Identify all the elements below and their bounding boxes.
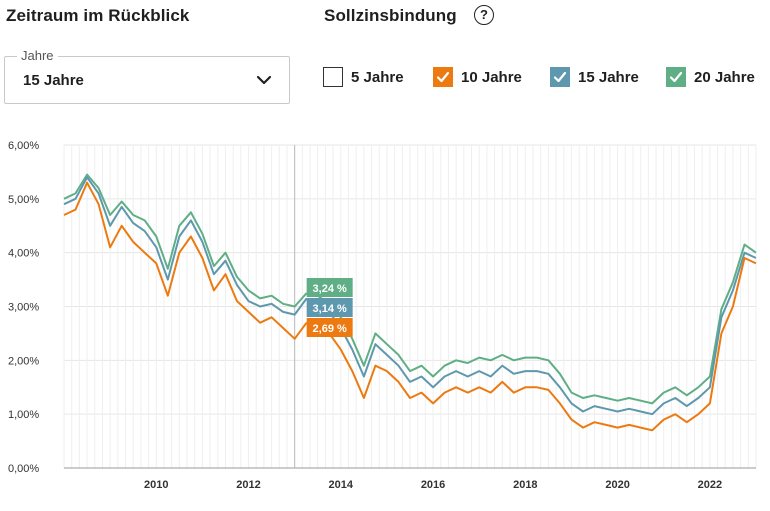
- hover-value-badge: [306, 278, 353, 297]
- checkbox-box[interactable]: [323, 67, 343, 87]
- y-tick-label: 5,00%: [8, 194, 39, 206]
- x-tick-label: 2020: [605, 479, 629, 491]
- x-tick-label: 2012: [236, 479, 260, 491]
- fixed-rate-heading: Sollzinsbindung: [324, 6, 457, 25]
- hover-value-label: 3,24 %: [313, 283, 347, 295]
- checkbox-20-years[interactable]: 20 Jahre: [666, 66, 755, 88]
- checkbox-box[interactable]: [666, 67, 686, 87]
- period-select[interactable]: Jahre 15 Jahre: [4, 48, 290, 104]
- x-tick-label: 2010: [144, 479, 168, 491]
- hover-value-badge: [306, 318, 353, 337]
- x-tick-label: 2014: [329, 479, 354, 491]
- checkbox-5-years[interactable]: 5 Jahre: [323, 66, 404, 88]
- check-icon: [669, 71, 683, 83]
- period-select-value: 15 Jahre: [23, 72, 84, 89]
- hover-value-label: 3,14 %: [313, 303, 347, 315]
- checkbox-label: 5 Jahre: [351, 68, 404, 86]
- hover-value-badge: [306, 298, 353, 317]
- interest-rate-chart[interactable]: 0,00% 1,00% 2,00% 3,00% 4,00% 5,00% 6,00% 2010 2…: [0, 130, 770, 511]
- y-tick-label: 6,00%: [8, 140, 39, 152]
- y-tick-label: 0,00%: [8, 463, 39, 475]
- checkbox-box[interactable]: [550, 67, 570, 87]
- checkbox-label: 20 Jahre: [694, 68, 755, 86]
- x-tick-label: 2016: [421, 479, 445, 491]
- checkbox-10-years[interactable]: 10 Jahre: [433, 66, 522, 88]
- y-tick-label: 3,00%: [8, 302, 39, 314]
- x-tick-label: 2022: [698, 479, 722, 491]
- period-select-label: Jahre: [17, 48, 58, 63]
- checkbox-box[interactable]: [433, 67, 453, 87]
- check-icon: [553, 71, 567, 83]
- chevron-down-icon: [256, 75, 272, 85]
- y-tick-label: 2,00%: [8, 355, 39, 367]
- checkbox-label: 10 Jahre: [461, 68, 522, 86]
- series-line-20-jahre: [63, 173, 757, 405]
- help-icon[interactable]: ?: [474, 5, 494, 25]
- y-tick-label: 1,00%: [8, 409, 39, 421]
- x-tick-label: 2018: [513, 479, 537, 491]
- hover-value-label: 2,69 %: [313, 323, 347, 335]
- check-icon: [436, 71, 450, 83]
- period-heading: Zeitraum im Rückblick: [6, 6, 190, 25]
- checkbox-15-years[interactable]: 15 Jahre: [550, 66, 639, 88]
- checkbox-label: 15 Jahre: [578, 68, 639, 86]
- series-line-15-jahre: [63, 176, 757, 416]
- y-tick-label: 4,00%: [8, 248, 39, 260]
- series-line-10-jahre: [63, 181, 757, 432]
